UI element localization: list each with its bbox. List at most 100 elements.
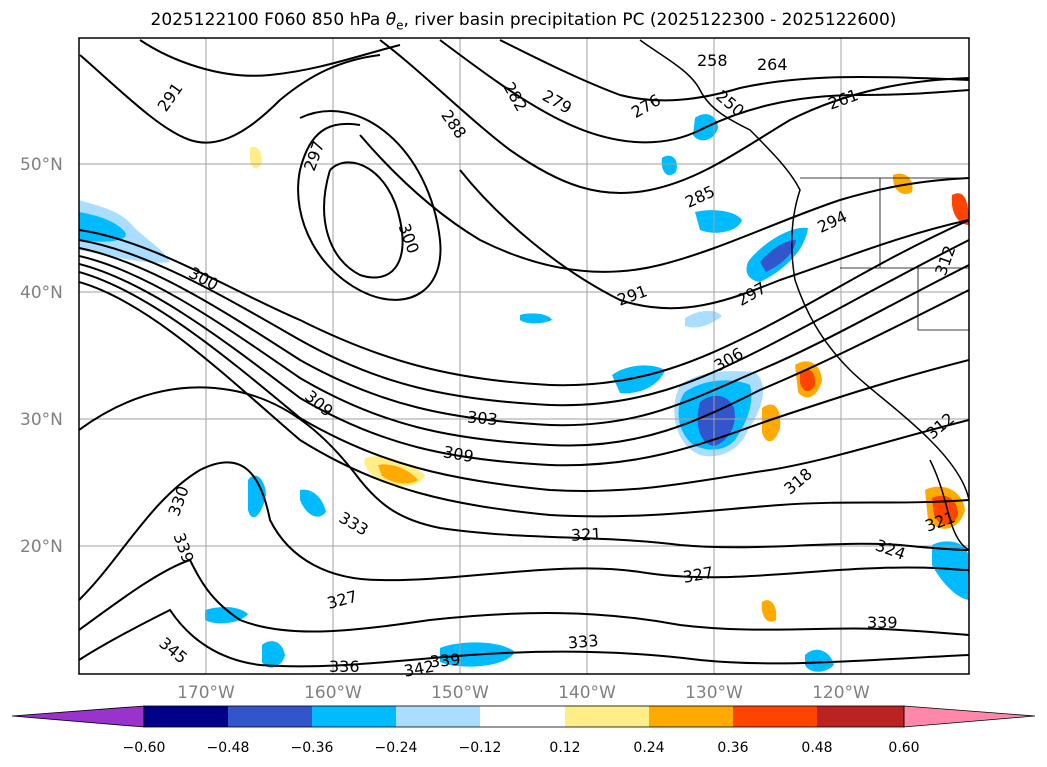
colorbar-tick: 0.36 [717, 740, 748, 756]
state-border [800, 177, 969, 331]
contour-label: 250 [712, 86, 748, 120]
contour-label: 285 [682, 182, 718, 212]
colorbar-tick: 0.60 [888, 740, 919, 756]
colorbar-extend-right [903, 705, 1036, 728]
contour-label: 345 [155, 633, 191, 667]
contour-label: 258 [697, 51, 728, 70]
theta-e-contours [79, 39, 969, 668]
colorbar-segment [312, 706, 397, 727]
coastline [639, 39, 969, 501]
colorbar-tick: −0.24 [375, 740, 418, 756]
contour-line [79, 558, 969, 636]
precip-blob-blue [262, 641, 285, 668]
precip-blob-blue [697, 395, 735, 446]
precip-blob-blue [79, 200, 170, 263]
lat-label: 40°N [20, 283, 63, 303]
contour-label: 297 [300, 138, 328, 173]
lat-labels: 50°N 40°N 30°N 20°N [20, 155, 63, 557]
precip-blob-blue [248, 475, 266, 518]
contour-line [139, 39, 401, 77]
lat-label: 20°N [20, 537, 63, 557]
contour-label: 318 [780, 464, 816, 498]
colorbar-tick: 0.48 [801, 740, 832, 756]
title-prefix: 2025122100 F060 850 hPa [150, 10, 386, 30]
colorbar-tick: −0.48 [207, 740, 250, 756]
contour-label: 300 [186, 263, 222, 294]
contour-line [79, 54, 381, 144]
title-suffix: , river basin precipitation PC (20251223… [403, 10, 897, 30]
precip-blob-orange [951, 193, 969, 225]
colorbar-tick: 0.12 [549, 740, 580, 756]
contour-label: 294 [814, 207, 850, 237]
contour-label: 264 [757, 55, 788, 74]
colorbar-segment [480, 706, 566, 727]
colorbar-tick: −0.60 [123, 740, 166, 756]
contour-line [79, 247, 969, 427]
contour-line [79, 255, 969, 447]
precip-blob-blue [612, 365, 665, 394]
precip-blob-blue [300, 489, 326, 517]
contour-label: 324 [873, 535, 908, 563]
precip-blob-orange [762, 404, 781, 442]
lon-label: 170°W [177, 683, 235, 703]
contour-line [79, 461, 969, 601]
contour-label: 339 [429, 650, 461, 672]
precip-blob-orange [250, 146, 262, 169]
colorbar: −0.60 −0.48 −0.36 −0.24 −0.12 0.12 0.24 … [11, 705, 1036, 756]
contour-line [439, 39, 969, 144]
colorbar-tick: 0.24 [633, 740, 664, 756]
contour-line [79, 608, 969, 668]
precip-blob-blue [805, 649, 834, 672]
precip-blob-orange [800, 369, 816, 392]
lon-label: 130°W [685, 683, 743, 703]
precip-blob-orange [761, 600, 777, 622]
contour-label: 321 [570, 524, 601, 545]
lon-label: 150°W [431, 683, 489, 703]
contour-label: 297 [734, 278, 770, 310]
precip-blob-orange [378, 464, 418, 484]
contour-label: 261 [826, 85, 861, 113]
contour-label: 333 [336, 508, 372, 540]
colorbar-frame [143, 705, 905, 728]
precip-blob-blue [685, 310, 722, 328]
contour-label: 309 [442, 442, 475, 466]
contour-label: 336 [329, 657, 360, 676]
colorbar-segment [396, 706, 481, 727]
contour-label: 303 [466, 407, 498, 429]
contour-label: 339 [169, 530, 197, 565]
contour-label: 282 [499, 79, 531, 115]
lon-label: 120°W [812, 683, 870, 703]
colorbar-extend-left [11, 705, 145, 728]
contour-line [79, 281, 969, 518]
precip-shading [79, 114, 969, 672]
contour-label: 330 [164, 483, 192, 518]
contour-label: 339 [867, 613, 898, 632]
contour-label: 276 [628, 90, 664, 122]
colorbar-tick: −0.12 [459, 740, 502, 756]
contour-label: 300 [395, 221, 423, 256]
colorbar-segment [649, 706, 734, 727]
contour-label: 327 [325, 587, 359, 613]
colorbar-segment [565, 706, 650, 727]
lon-label: 160°W [304, 683, 362, 703]
contour-line [79, 263, 969, 467]
precip-blob-blue [932, 541, 969, 600]
precip-blob-blue [661, 155, 677, 176]
theta-subscript: e [396, 18, 404, 33]
contour-line [297, 110, 442, 301]
contour-line [323, 161, 404, 279]
lon-label: 140°W [558, 683, 616, 703]
contour-label: 291 [154, 79, 187, 115]
theta-symbol: θ [385, 10, 397, 30]
colorbar-segment [144, 706, 229, 727]
contour-line [459, 169, 969, 310]
precip-blob-blue [520, 313, 552, 324]
contour-line [379, 39, 969, 194]
coastlines [639, 39, 969, 551]
colorbar-segment [733, 706, 818, 727]
colorbar-segment [817, 706, 904, 727]
lon-labels: 170°W 160°W 150°W 140°W 130°W 120°W [177, 683, 870, 703]
lat-label: 50°N [20, 155, 63, 175]
precip-blob-blue [695, 210, 742, 233]
